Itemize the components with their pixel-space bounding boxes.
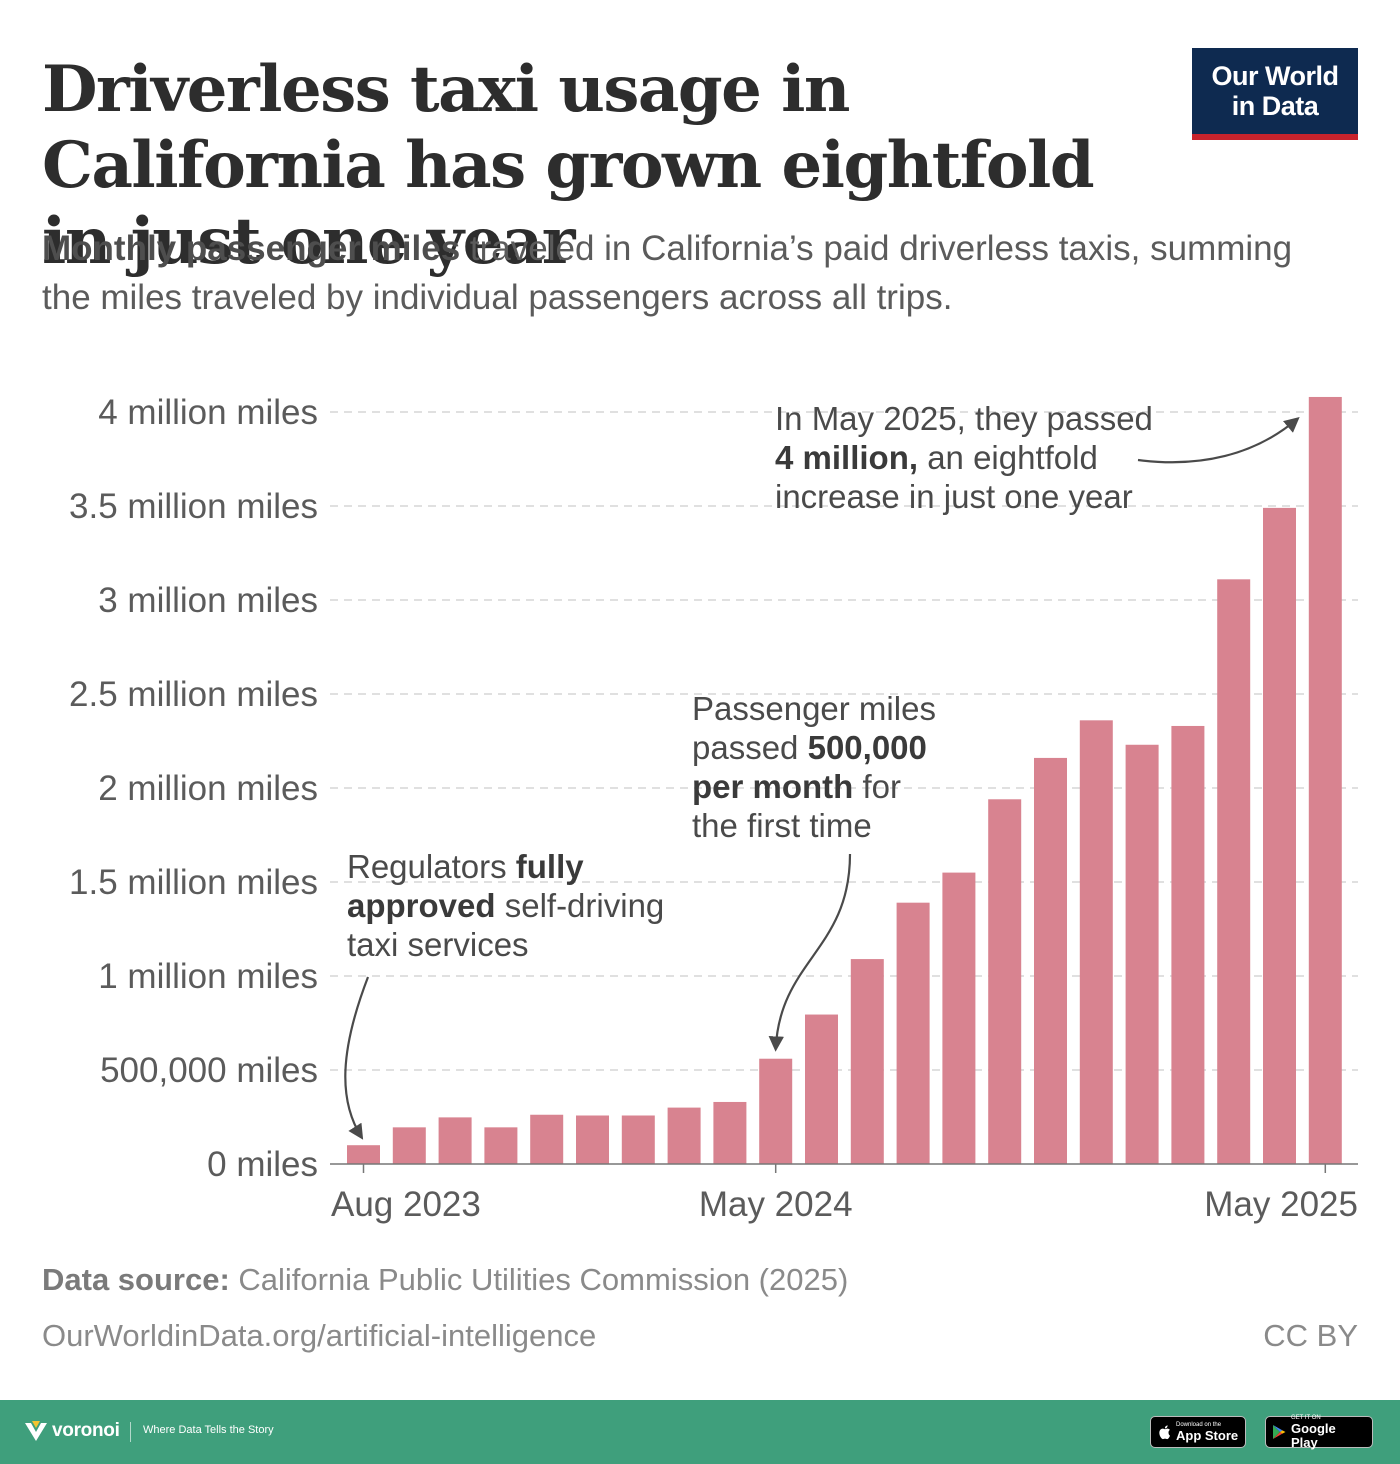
bar[interactable] <box>1217 579 1251 1164</box>
bar[interactable] <box>392 1127 426 1164</box>
annotation-text-segment: Regulators <box>347 848 516 885</box>
y-tick-label: 2.5 million miles <box>69 675 318 714</box>
annotation-text-segment: per month <box>692 768 853 805</box>
apple-icon <box>1159 1425 1170 1440</box>
bar[interactable] <box>530 1114 564 1164</box>
subtitle-rest: traveled in California’s paid driverless… <box>42 229 1293 317</box>
source-url-link[interactable]: OurWorldinData.org/artificial-intelligen… <box>42 1318 597 1353</box>
y-tick-label: 1.5 million miles <box>69 863 318 902</box>
annotation-four-million: In May 2025, they passed 4 million, an ei… <box>775 400 1153 515</box>
y-tick-label: 4 million miles <box>98 393 318 432</box>
annotation-arrow <box>1137 416 1300 464</box>
x-tick-label: May 2025 <box>1204 1185 1358 1224</box>
annotation-text-segment: taxi services <box>347 926 529 963</box>
google-play-badge[interactable]: GET IT ON Google Play <box>1265 1414 1373 1450</box>
google-play-small-text: GET IT ON <box>1290 1414 1321 1421</box>
annotations: Regulators fully approved self-driving tax… <box>344 400 1300 1140</box>
annotation-approved: Regulators fully approved self-driving tax… <box>347 848 664 963</box>
annotation-text-segment: for <box>853 768 901 805</box>
annotation-half-million: Passenger miles passed 500,000 per month f… <box>692 690 936 844</box>
data-source: Data source: California Public Utilities… <box>42 1262 848 1298</box>
bar[interactable] <box>713 1101 747 1164</box>
footer-divider <box>130 1422 131 1442</box>
y-tick-label: 1 million miles <box>98 957 318 996</box>
bar[interactable] <box>1171 725 1205 1164</box>
source-label: Data source: <box>42 1262 230 1297</box>
annotation-text-segment: an eightfold <box>918 439 1098 476</box>
x-axis-labels: Aug 2023 May 2024 May 2025 <box>331 1164 1358 1224</box>
bar[interactable] <box>805 1014 838 1164</box>
annotation-text-segment: approved <box>347 887 496 924</box>
y-tick-label: 2 million miles <box>98 769 318 808</box>
voronoi-name: voronoi <box>52 1420 120 1441</box>
app-store-small-text: Download on the <box>1176 1421 1222 1428</box>
license-link[interactable]: CC BY <box>1263 1318 1358 1353</box>
annotation-text-segment: passed <box>692 729 808 766</box>
annotation-arrow <box>344 976 370 1140</box>
x-tick-label: May 2024 <box>699 1185 853 1224</box>
y-tick-label: 0 miles <box>207 1145 318 1184</box>
y-tick-label: 3 million miles <box>98 581 318 620</box>
bars <box>347 396 1342 1165</box>
logo-line-2: in Data <box>1231 91 1319 121</box>
annotation-text-segment: In May 2025, they passed <box>775 400 1153 437</box>
app-store-big-text: App Store <box>1176 1427 1239 1443</box>
annotation-text-segment: fully <box>516 848 584 885</box>
annotation-arrow <box>768 853 852 1052</box>
voronoi-logo[interactable]: voronoi <box>24 1420 120 1442</box>
annotation-text-segment: Passenger miles <box>692 690 936 727</box>
owid-logo[interactable]: Our World in Data <box>1192 48 1358 140</box>
bar[interactable] <box>347 1145 380 1164</box>
subtitle-bold: Monthly passenger miles <box>42 229 461 268</box>
voronoi-logo-icon <box>25 1421 47 1441</box>
bar[interactable] <box>438 1117 472 1164</box>
annotation-text-segment: 4 million, <box>775 439 918 476</box>
chart-title: Driverless taxi usage in California has … <box>42 52 1095 279</box>
bar[interactable] <box>1079 720 1113 1164</box>
voronoi-tagline: Where Data Tells the Story <box>143 1424 274 1436</box>
x-tick-label: Aug 2023 <box>331 1185 481 1224</box>
bar[interactable] <box>1308 396 1342 1165</box>
app-store-badge[interactable]: Download on the App Store <box>1150 1416 1246 1448</box>
annotation-text-segment: increase in just one year <box>775 478 1133 515</box>
bar[interactable] <box>942 872 976 1164</box>
bar[interactable] <box>1263 507 1296 1164</box>
y-tick-label: 3.5 million miles <box>69 487 318 526</box>
bar[interactable] <box>1034 757 1067 1164</box>
logo-line-1: Our World <box>1211 61 1340 91</box>
bar[interactable] <box>896 902 930 1164</box>
source-text: California Public Utilities Commission (… <box>229 1262 849 1297</box>
voronoi-footer-bar: voronoi Where Data Tells the Story Downl… <box>0 1400 1400 1464</box>
chart-subtitle: Monthly passenger miles traveled in Cali… <box>42 224 1332 322</box>
bar[interactable] <box>988 799 1022 1164</box>
google-play-big-text: Google Play <box>1290 1420 1336 1450</box>
y-tick-label: 500,000 miles <box>100 1051 318 1090</box>
bar[interactable] <box>484 1127 518 1164</box>
y-axis-labels: 0 miles 500,000 miles 1 million miles 1.5 m… <box>69 393 318 1184</box>
bar[interactable] <box>576 1115 609 1164</box>
bar-chart: 0 miles 500,000 miles 1 million miles 1.5 m… <box>69 393 1358 1224</box>
bar[interactable] <box>621 1115 655 1164</box>
bar[interactable] <box>759 1058 793 1164</box>
annotation-text-segment: 500,000 <box>808 729 927 766</box>
bar[interactable] <box>667 1107 701 1164</box>
google-play-icon <box>1272 1425 1286 1439</box>
annotation-text-segment: the first time <box>692 807 872 844</box>
bar[interactable] <box>1125 744 1159 1164</box>
bar[interactable] <box>850 959 884 1164</box>
annotation-text-segment: self-driving <box>496 887 665 924</box>
